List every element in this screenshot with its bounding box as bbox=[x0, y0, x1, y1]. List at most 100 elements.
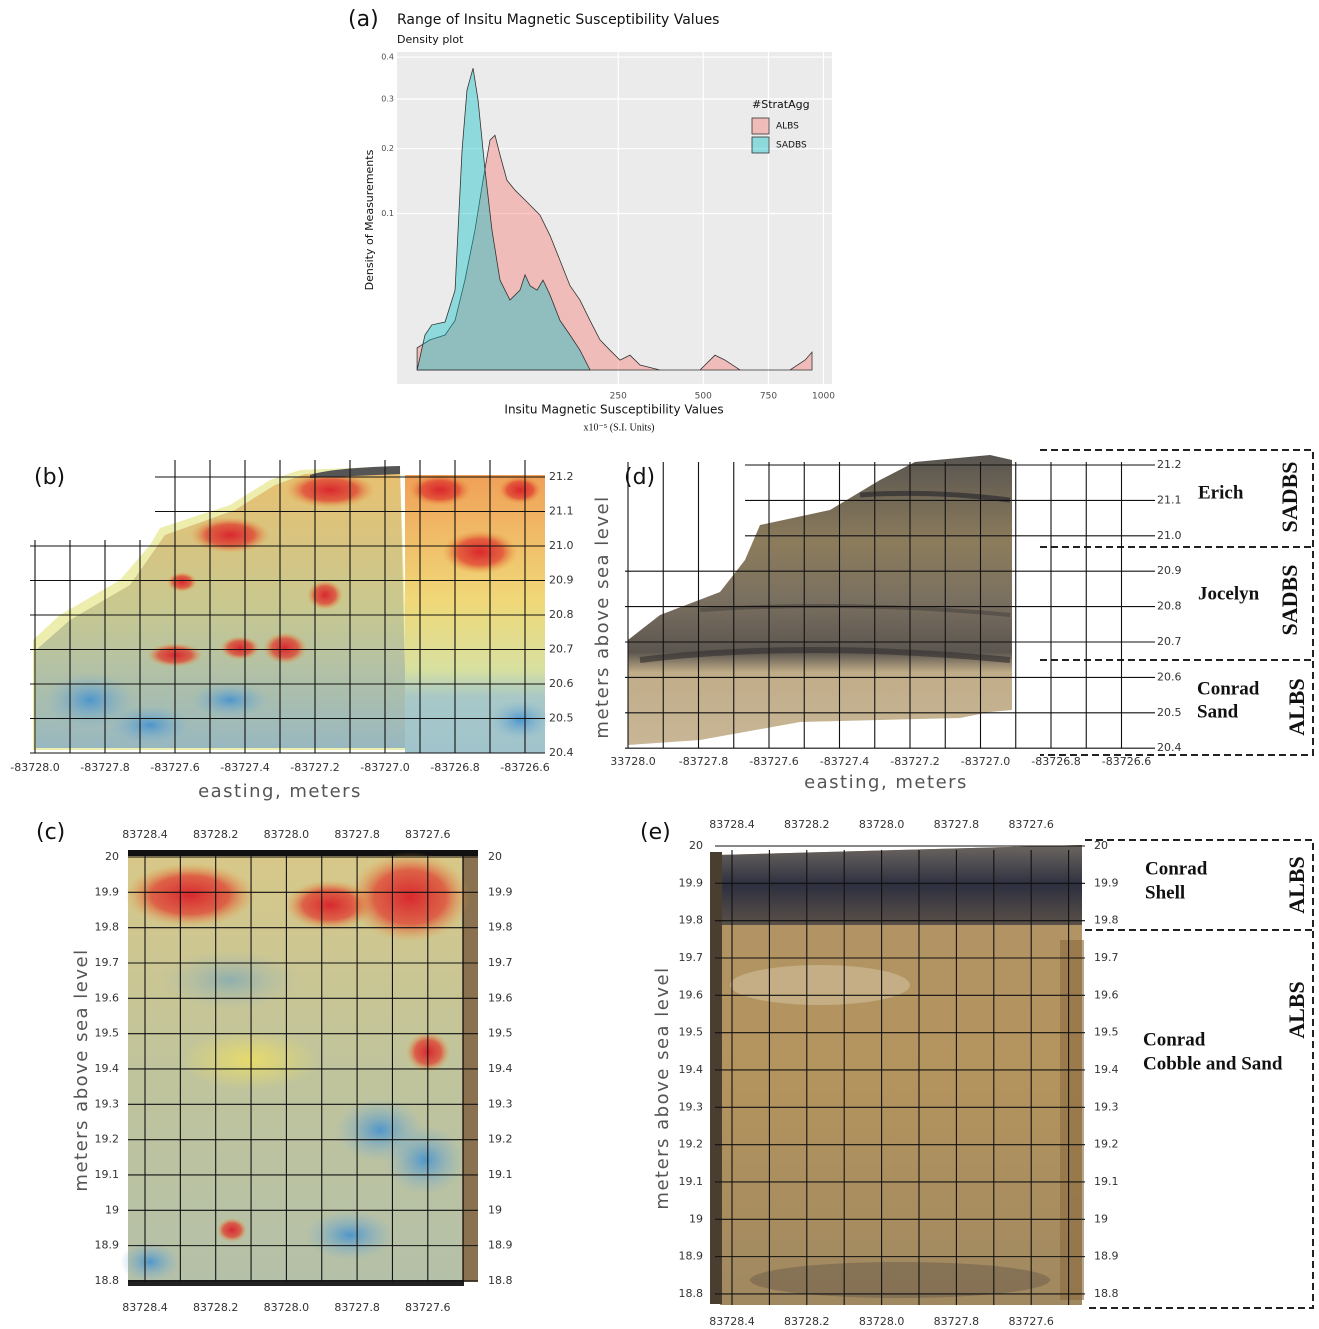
label: 19.3 bbox=[1094, 1100, 1119, 1113]
label: 19.4 bbox=[95, 1062, 120, 1075]
label: 20.9 bbox=[1157, 564, 1182, 577]
label: 20.9 bbox=[549, 574, 574, 587]
label: meters above sea level bbox=[652, 966, 673, 1209]
label: 20.7 bbox=[1157, 635, 1182, 648]
label: 20 bbox=[1094, 839, 1108, 852]
legend-label: ALBS bbox=[776, 122, 799, 132]
label: 21.2 bbox=[1157, 458, 1182, 471]
label: 20.4 bbox=[549, 746, 574, 759]
chart-subtitle: Density plot bbox=[397, 33, 464, 46]
label: 20.8 bbox=[549, 608, 574, 621]
label: 18.8 bbox=[679, 1287, 704, 1300]
label: 83728.0 bbox=[859, 1315, 905, 1328]
label: 83727.6 bbox=[1008, 818, 1054, 831]
label: 19.7 bbox=[679, 951, 704, 964]
label: -83727.4 bbox=[820, 755, 869, 768]
legend-label: SADBS bbox=[776, 141, 807, 151]
label: 20.4 bbox=[1157, 741, 1182, 754]
label: 19.3 bbox=[488, 1097, 513, 1110]
heat-map bbox=[120, 850, 478, 1286]
label: 20 bbox=[488, 850, 502, 863]
label: easting, meters bbox=[198, 781, 362, 802]
label: 19.9 bbox=[1094, 876, 1119, 889]
label: 83728.2 bbox=[193, 1301, 239, 1314]
label: 21.1 bbox=[549, 505, 574, 518]
label: 83728.2 bbox=[193, 828, 239, 841]
label: 19.8 bbox=[679, 914, 704, 927]
label: 83727.8 bbox=[934, 818, 980, 831]
label: 19.4 bbox=[1094, 1063, 1119, 1076]
label: 19.9 bbox=[488, 885, 513, 898]
label: 83728.4 bbox=[122, 828, 168, 841]
label: -83727.2 bbox=[890, 755, 939, 768]
label: 83728.2 bbox=[784, 818, 830, 831]
label: 20.6 bbox=[549, 677, 574, 690]
legend-key bbox=[751, 136, 770, 154]
label: Shell bbox=[1145, 882, 1185, 903]
label: 18.8 bbox=[488, 1274, 513, 1287]
label: Cobble and Sand bbox=[1143, 1053, 1283, 1074]
label: 19.2 bbox=[1094, 1138, 1119, 1151]
label: 18.9 bbox=[1094, 1250, 1119, 1263]
label: 19.1 bbox=[679, 1175, 704, 1188]
label: Sand bbox=[1197, 701, 1239, 722]
label: 83728.4 bbox=[709, 1315, 755, 1328]
label: 83728.4 bbox=[709, 818, 755, 831]
label: -83727.2 bbox=[290, 761, 339, 774]
label: 19.7 bbox=[95, 956, 120, 969]
label: 19.8 bbox=[95, 921, 120, 934]
label: 20.5 bbox=[1157, 706, 1182, 719]
label: -83726.6 bbox=[500, 761, 549, 774]
label: 19.8 bbox=[488, 921, 513, 934]
label: -83727.6 bbox=[749, 755, 798, 768]
label: 83728.0 bbox=[264, 1301, 310, 1314]
label: -83728.0 bbox=[10, 761, 59, 774]
section-photo bbox=[710, 845, 1084, 1305]
label: 83727.6 bbox=[405, 828, 451, 841]
label: SADBS bbox=[1277, 462, 1302, 533]
label: 19.5 bbox=[679, 1026, 704, 1039]
x-axis-units: x10⁻⁵ (S.I. Units) bbox=[584, 422, 655, 433]
label: 19.7 bbox=[1094, 951, 1119, 964]
label: 19.7 bbox=[488, 956, 513, 969]
label: 21.0 bbox=[1157, 529, 1182, 542]
y-tick-label: 0.4 bbox=[381, 53, 394, 62]
panel-label: (a) bbox=[348, 7, 379, 32]
label: 19.2 bbox=[679, 1138, 704, 1151]
label: ALBS bbox=[1284, 856, 1309, 913]
label: ALBS bbox=[1284, 981, 1309, 1038]
label: 18.9 bbox=[679, 1250, 704, 1263]
label: 18.8 bbox=[1094, 1287, 1119, 1300]
label: 20.8 bbox=[1157, 600, 1182, 613]
label: Conrad bbox=[1197, 678, 1260, 699]
x-axis-label: Insitu Magnetic Susceptibility Values bbox=[504, 403, 723, 417]
label: 19.6 bbox=[488, 991, 513, 1004]
chart-title: Range of Insitu Magnetic Susceptibility … bbox=[397, 12, 719, 28]
label: -83726.8 bbox=[1031, 755, 1080, 768]
label: 19.9 bbox=[679, 876, 704, 889]
label: 83728.0 bbox=[859, 818, 905, 831]
label: 20 bbox=[689, 839, 703, 852]
label: 19.3 bbox=[95, 1097, 120, 1110]
unit-box bbox=[1040, 449, 1314, 1309]
y-axis-label: Density of Measurements bbox=[363, 149, 376, 290]
label: meters above sea level bbox=[592, 495, 613, 738]
label: 19.5 bbox=[488, 1027, 513, 1040]
density-area bbox=[416, 68, 591, 371]
label: SADBS bbox=[1277, 565, 1302, 636]
label: 33728.0 bbox=[610, 755, 656, 768]
label: 83728.0 bbox=[264, 828, 310, 841]
legend-key bbox=[751, 117, 770, 135]
label: 20.6 bbox=[1157, 670, 1182, 683]
label: 19.6 bbox=[95, 991, 120, 1004]
label: 83727.8 bbox=[934, 1315, 980, 1328]
label: (d) bbox=[624, 465, 655, 490]
label: 21.0 bbox=[549, 539, 574, 552]
label: 18.8 bbox=[95, 1274, 120, 1287]
label: -83727.8 bbox=[80, 761, 129, 774]
label: -83726.6 bbox=[1102, 755, 1151, 768]
label: 19.2 bbox=[95, 1133, 120, 1146]
x-tick-label: 250 bbox=[610, 392, 627, 402]
label: 21.1 bbox=[1157, 493, 1182, 506]
